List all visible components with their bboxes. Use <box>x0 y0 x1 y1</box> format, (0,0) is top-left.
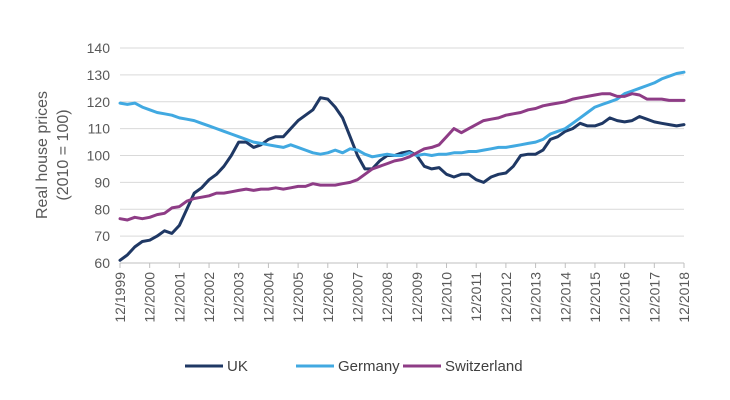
series-lines <box>118 70 686 262</box>
legend-label-germany: Germany <box>338 358 400 375</box>
x-tick-label-12/2002: 12/2002 <box>201 272 217 323</box>
y-tick-label-90: 90 <box>94 174 110 190</box>
y-axis-title-line-1: Real house prices <box>34 91 51 219</box>
y-axis-title: Real house prices (2010 = 100) <box>34 91 72 219</box>
y-tick-label-80: 80 <box>94 201 110 217</box>
y-tick-label-140: 140 <box>87 40 111 56</box>
x-tick-label-12/2001: 12/2001 <box>171 272 187 323</box>
x-tick-label-12/2017: 12/2017 <box>646 272 662 323</box>
x-tick-label-12/2012: 12/2012 <box>498 272 514 323</box>
x-axis: 12/1999 12/2000 12/2001 12/2002 12/2003 12/20… <box>112 262 692 323</box>
x-tick-label-12/2006: 12/2006 <box>320 272 336 323</box>
y-tick-label-70: 70 <box>94 228 110 244</box>
series-line-uk <box>118 96 686 262</box>
x-tick-label-12/2003: 12/2003 <box>231 272 247 323</box>
x-tick-label-12/2009: 12/2009 <box>409 272 425 323</box>
x-tick-label-12/2011: 12/2011 <box>468 272 484 322</box>
legend: UK Germany Switzerland <box>185 358 523 375</box>
x-tick-label-12/2010: 12/2010 <box>439 272 455 323</box>
x-tick-label-12/2016: 12/2016 <box>617 272 633 323</box>
y-tick-label-120: 120 <box>87 94 111 110</box>
legend-label-uk: UK <box>227 358 248 375</box>
x-tick-label-12/2018: 12/2018 <box>676 272 692 323</box>
y-tick-label-60: 60 <box>94 255 110 271</box>
y-axis-ticks: 60 70 80 90 100 110 120 130 140 <box>87 40 111 271</box>
x-tick-label-12/2015: 12/2015 <box>587 272 603 323</box>
x-tick-label-12/2014: 12/2014 <box>557 272 573 323</box>
x-tick-label-12/2004: 12/2004 <box>260 272 276 323</box>
series-line-switzerland <box>118 92 686 222</box>
x-tick-label-12/2007: 12/2007 <box>349 272 365 323</box>
x-tick-label-12/2008: 12/2008 <box>379 272 395 323</box>
x-tick-label-12/1999: 12/1999 <box>112 272 128 323</box>
y-tick-label-100: 100 <box>87 148 111 164</box>
x-tick-label-12/2013: 12/2013 <box>528 272 544 323</box>
y-axis-title-line-2: (2010 = 100) <box>55 109 72 200</box>
legend-label-switzerland: Switzerland <box>445 358 523 375</box>
x-tick-label-12/2000: 12/2000 <box>142 272 158 323</box>
y-tick-label-110: 110 <box>88 121 111 137</box>
series-line-germany <box>118 70 686 159</box>
x-tick-label-12/2005: 12/2005 <box>290 272 306 323</box>
y-tick-label-130: 130 <box>87 67 111 83</box>
